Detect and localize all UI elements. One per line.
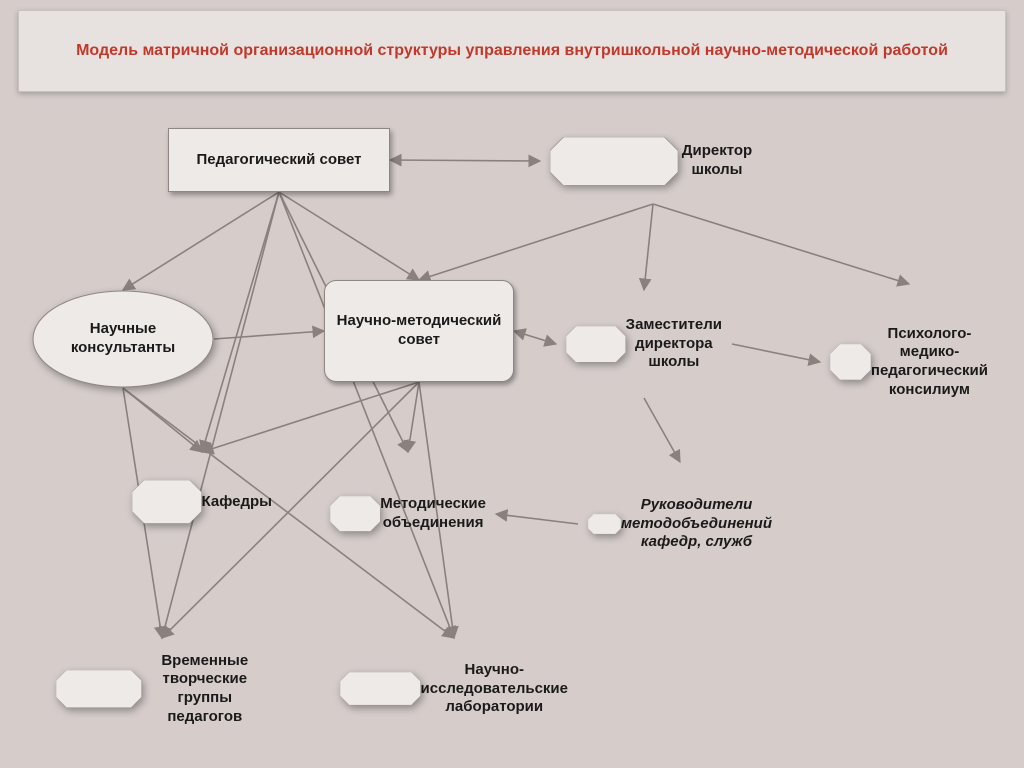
node-pmpk: Психолого-медико-педагогический консилиу… [820, 284, 998, 440]
title-box: Модель матричной организационной структу… [18, 10, 1006, 92]
title-text: Модель матричной организационной структу… [76, 41, 948, 61]
node-director: Директор школы [540, 118, 766, 204]
edge-zam-pmpk [732, 344, 820, 362]
edge-pedsovet-vtg [162, 192, 279, 638]
node-ruk: Руководители методобъединений кафедр, сл… [578, 462, 782, 586]
edge-nms-kafedry [202, 382, 419, 452]
node-label: Научные консультанты [42, 320, 204, 358]
edge-nms-mo [408, 382, 419, 452]
node-label: Научно-методический совет [335, 312, 503, 350]
node-label: Кафедры [202, 493, 272, 512]
node-nil: Научно-исследовательские лаборатории [330, 638, 578, 740]
edge-zam-ruk [644, 398, 680, 462]
edge-consult-kafedry [123, 388, 202, 452]
node-label: Педагогический совет [197, 151, 362, 170]
node-label: Временные творческие группы педагогов [142, 652, 268, 727]
edge-director-nms [419, 204, 653, 280]
edge-director-pmpk [653, 204, 909, 284]
edge-zam-nms [514, 331, 556, 344]
node-vtg: Временные творческие группы педагогов [46, 638, 278, 740]
node-label: Руководители методобъединений кафедр, сл… [621, 496, 772, 552]
edge-pedsovet-director [390, 160, 540, 161]
edge-pedsovet-nms [279, 192, 419, 280]
edge-ruk-mo [496, 514, 578, 524]
edge-consult-nms [214, 331, 324, 339]
node-pedsovet: Педагогический совет [168, 128, 390, 192]
node-kafedry: Кафедры [122, 452, 282, 552]
node-label: Директор школы [678, 142, 756, 180]
node-mo: Методические объединения [320, 452, 496, 576]
node-label: Психолого-медико-педагогический консилиу… [871, 325, 988, 400]
node-label: Заместители директора школы [626, 316, 722, 372]
edge-pedsovet-consult [123, 192, 279, 290]
node-nms: Научно-методический совет [324, 280, 514, 382]
node-label: Научно-исследовательские лаборатории [421, 661, 568, 717]
node-zam: Заместители директора школы [556, 290, 732, 398]
diagram-canvas: Модель матричной организационной структу… [0, 0, 1024, 768]
node-consult: Научные консультанты [32, 290, 214, 388]
edge-director-zam [644, 204, 653, 290]
node-label: Методические объединения [380, 495, 486, 533]
